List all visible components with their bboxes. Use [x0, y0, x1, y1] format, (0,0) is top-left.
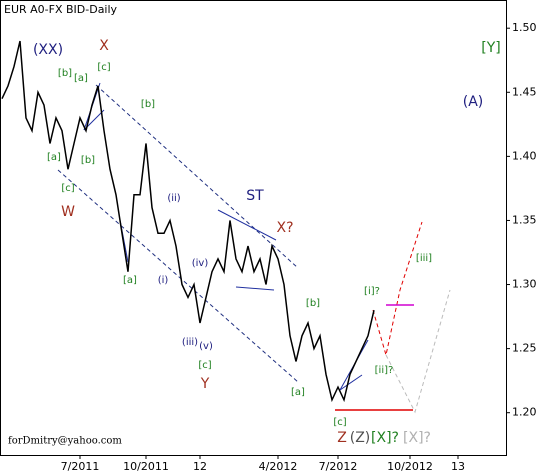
wave-label: (Z): [350, 430, 371, 446]
x-tick-label: 12: [193, 460, 207, 473]
chart-title: EUR A0-FX BID-Daily: [4, 3, 118, 16]
wave-label: [X]?: [371, 430, 399, 446]
wave-label: (ii): [167, 193, 180, 204]
wave-label: [a]: [291, 387, 305, 398]
wave-label: (A): [463, 94, 484, 110]
x-tick-label: 7/2011: [61, 460, 100, 473]
wave-label: [a]: [47, 152, 61, 163]
wave-label: [a]: [74, 73, 88, 84]
wave-label: W: [61, 204, 75, 220]
y-tick-label: 1.45: [512, 85, 537, 98]
wave-label: [a]: [123, 275, 137, 286]
wave-label: [Y]: [481, 40, 500, 56]
wave-label: (XX): [33, 42, 63, 58]
wave-label: (iii): [182, 337, 198, 348]
wave-label: [b]: [306, 298, 320, 309]
price-line: [1, 40, 375, 403]
wave-label: X?: [276, 220, 293, 236]
wave-label: [i]?: [364, 286, 380, 297]
wave-label: [b]: [141, 99, 155, 110]
x-tick-label: 7/2012: [319, 460, 358, 473]
trend-line: [339, 374, 363, 391]
wave-label: [iii]: [416, 253, 432, 264]
channel-line: [57, 169, 299, 383]
wave-label: [X]?: [403, 430, 431, 446]
wave-label: (iv): [192, 258, 209, 269]
y-tick-label: 1.50: [512, 21, 537, 34]
x-tick-label: 10/2012: [387, 460, 433, 473]
wave-label: X: [99, 38, 109, 54]
wave-label: [b]: [81, 155, 95, 166]
wave-label: [c]: [198, 360, 211, 371]
x-tick-label: 4/2012: [259, 460, 298, 473]
x-tick-label: 13: [451, 460, 465, 473]
wave-label: (i): [158, 275, 169, 286]
trend-line: [235, 286, 275, 291]
wave-label: [ii]?: [375, 365, 394, 376]
projection: [385, 289, 451, 414]
wave-label: ST: [246, 188, 264, 204]
channel-line: [95, 84, 299, 269]
wave-label: (v): [199, 341, 213, 352]
projection: [372, 221, 423, 356]
wave-label: [b]: [58, 68, 72, 79]
y-tick-label: 1.40: [512, 149, 537, 162]
wave-label: Y: [200, 376, 210, 392]
y-tick-label: 1.20: [512, 406, 537, 419]
y-tick-label: 1.25: [512, 342, 537, 355]
wave-label: [c]: [97, 62, 110, 73]
y-tick-label: 1.35: [512, 213, 537, 226]
wave-label: [c]: [61, 183, 74, 194]
x-tick-label: 10/2011: [123, 460, 169, 473]
footer: forDmitry@yahoo.com: [8, 436, 122, 447]
wave-label: [c]: [333, 417, 346, 428]
trend-line: [217, 209, 277, 241]
y-tick-label: 1.30: [512, 278, 537, 291]
wave-label: Z: [337, 430, 347, 446]
